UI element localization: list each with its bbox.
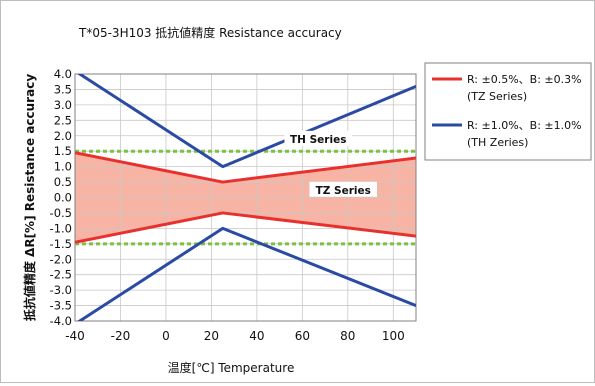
y-tick-label: -4.0 [50,314,72,328]
y-tick-label: 4.0 [54,67,72,81]
annotation-bg-0 [284,130,353,146]
x-tick-label: 0 [162,329,170,343]
series-line-0-upper [75,151,416,184]
x-tick-label: -20 [111,329,131,343]
y-tick-label: 2.0 [54,129,72,143]
legend-label-sub: (TZ Series) [467,90,527,103]
series-line-0-lower [75,211,416,244]
y-tick-label: 1.0 [54,160,72,174]
y-tick-label: -0.5 [50,206,72,220]
y-tick-label: 3.5 [54,82,72,96]
x-tick-label: 60 [295,329,310,343]
y-tick-label: -2.0 [50,252,72,266]
y-tick-label: -1.5 [50,237,72,251]
x-axis-label: 温度[℃] Temperature [168,360,295,375]
y-tick-label: 0.0 [54,191,72,205]
y-tick-label: 3.0 [54,98,72,112]
y-tick-label: -3.5 [50,299,72,313]
x-tick-label: -40 [65,329,85,343]
annotation-bg-1 [309,181,378,197]
y-axis-label: 抵抗値精度 ΔR[%] Resistance accuracy [22,74,37,321]
annotation-label: TH Series [290,134,346,146]
y-tick-label: 2.5 [54,113,72,127]
x-tick-label: 20 [204,329,219,343]
plot-border [74,73,417,322]
series-line-1-upper [77,74,416,169]
y-tick-label: 1.5 [54,144,72,158]
legend-label-sub: (TH Zeries) [467,136,528,149]
series-line-1-lower [77,226,416,321]
y-tick-label: 0.5 [54,175,72,189]
legend-label: R: ±0.5%、B: ±0.3% [467,73,582,86]
y-tick-label: -2.5 [50,268,72,282]
x-tick-label: 40 [249,329,264,343]
legend-label: R: ±1.0%、B: ±1.0% [467,119,582,132]
y-tick-label: -1.0 [50,221,72,235]
x-tick-label: 100 [382,329,405,343]
x-tick-label: 80 [340,329,355,343]
y-tick-label: -3.0 [50,283,72,297]
annotation-label: TZ Series [316,185,371,197]
chart-title: T*05-3H103 抵抗値精度 Resistance accuracy [78,25,342,40]
